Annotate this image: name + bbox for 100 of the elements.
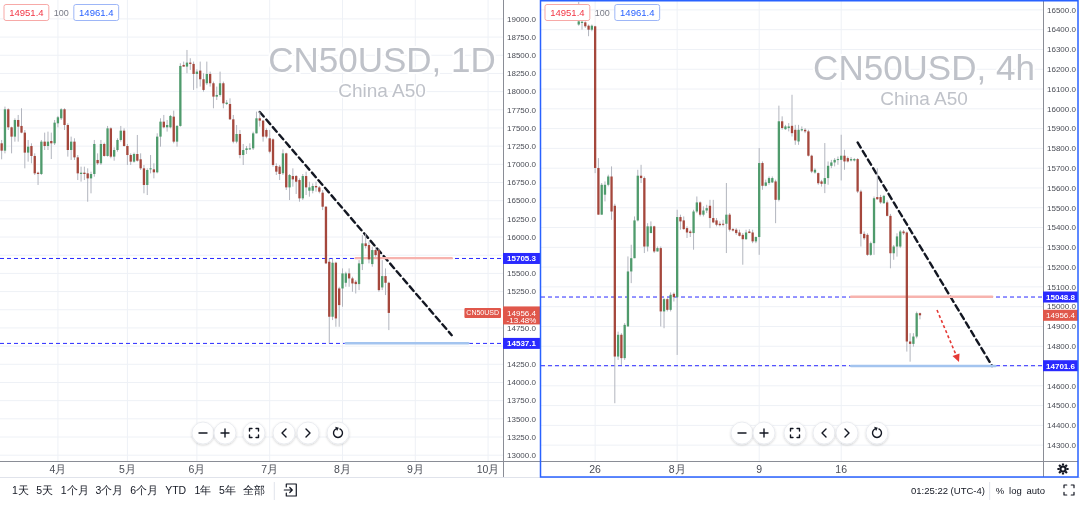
text: 14956.4 <box>507 308 537 318</box>
candlestick <box>725 182 728 254</box>
annotation: 14951.4 <box>9 6 44 18</box>
x-tick-label: 16 <box>835 463 848 475</box>
text: log <box>1009 485 1022 496</box>
candlestick <box>761 160 764 191</box>
x-tick-label: 26 <box>589 463 602 475</box>
candlestick <box>192 61 195 91</box>
annotation: 14961.4 <box>620 6 655 18</box>
y-tick-label: 14900.0 <box>1047 322 1077 332</box>
x-tick-label: 4月 <box>49 463 67 475</box>
y-tick-label: 15600.0 <box>1047 183 1077 193</box>
candlestick <box>895 232 899 258</box>
y-tick-label: 14400.0 <box>1047 421 1077 431</box>
text: China A50 <box>880 88 968 109</box>
y-tick-label: 15200.0 <box>1047 262 1077 272</box>
y-tick-label: 15400.0 <box>1047 223 1077 233</box>
text: 01:25:22 (UTC-4) <box>911 485 985 496</box>
candlestick <box>235 124 238 144</box>
candlestick <box>813 167 817 175</box>
text: -13.48% <box>506 315 537 325</box>
text: 1天 <box>12 484 29 496</box>
y-tick-label: 16500.0 <box>507 196 537 206</box>
y-tick-label: 14600.0 <box>1047 381 1077 391</box>
annotation: 100 <box>53 7 69 18</box>
candlestick <box>669 291 672 312</box>
y-tick-label: 15500.0 <box>1047 203 1077 213</box>
candlestick <box>797 124 800 146</box>
text: auto <box>1026 485 1045 496</box>
y-tick-label: 16100.0 <box>1047 84 1077 94</box>
text: 5天 <box>36 484 54 496</box>
y-tick-label: 15250.0 <box>507 287 537 297</box>
candlestick <box>298 177 301 203</box>
y-tick-label: 18750.0 <box>507 32 537 42</box>
y-tick-label: 16250.0 <box>507 214 537 224</box>
annotation: 100 <box>594 7 610 18</box>
text: 1个月 <box>60 484 89 496</box>
ref-line-label: 15048.8 <box>1046 292 1076 302</box>
candlestick <box>866 232 869 257</box>
candlestick <box>774 179 777 224</box>
text: CN50USD, 4h <box>813 48 1035 87</box>
y-tick-label: 17750.0 <box>507 105 537 115</box>
text: 14956.4 <box>1046 311 1076 320</box>
y-tick-label: 15500.0 <box>507 269 537 279</box>
candlestick <box>83 166 86 181</box>
y-tick-label: 14800.0 <box>1047 342 1077 352</box>
annotation: 14951.4 <box>550 6 585 18</box>
candlestick <box>646 222 649 252</box>
y-tick-label: 16000.0 <box>507 232 537 242</box>
y-tick-label: 18250.0 <box>507 69 537 79</box>
annotation: 14961.4 <box>79 6 114 18</box>
y-tick-label: 17500.0 <box>507 123 537 133</box>
y-tick-label: 13000.0 <box>507 450 537 460</box>
y-tick-label: 14250.0 <box>507 360 537 370</box>
x-tick-label: 8月 <box>668 463 686 475</box>
text: % <box>995 485 1005 496</box>
y-tick-label: 13250.0 <box>507 432 537 442</box>
y-tick-label: 13750.0 <box>507 396 537 406</box>
y-tick-label: 17000.0 <box>507 160 537 170</box>
x-tick-label: 5月 <box>118 463 136 475</box>
y-tick-label: 14300.0 <box>1047 440 1077 450</box>
text: China A50 <box>338 80 426 101</box>
ref-line-label: 15705.3 <box>507 254 537 264</box>
candlestick <box>0 139 3 160</box>
y-tick-label: 16500.0 <box>1047 5 1077 15</box>
x-tick-label: 9 <box>756 463 763 475</box>
text: 全部 <box>243 484 266 496</box>
text: CN50USD, 1D <box>268 40 496 79</box>
y-tick-label: 15100.0 <box>1047 282 1077 292</box>
ref-line-label: 14701.6 <box>1046 361 1076 371</box>
candlestick <box>17 114 20 143</box>
y-tick-label: 15900.0 <box>1047 124 1077 134</box>
x-tick-label: 10月 <box>476 463 500 475</box>
y-tick-label: 18500.0 <box>507 51 537 61</box>
y-tick-label: 13500.0 <box>507 414 537 424</box>
y-tick-label: 18000.0 <box>507 87 537 97</box>
y-tick-label: 16750.0 <box>507 178 537 188</box>
y-tick-label: 17250.0 <box>507 141 537 151</box>
text: 5年 <box>218 484 236 496</box>
x-tick-label: 7月 <box>261 463 279 475</box>
x-tick-label: 8月 <box>334 463 351 475</box>
y-tick-label: 14750.0 <box>507 323 537 333</box>
y-tick-label: 15300.0 <box>1047 243 1077 253</box>
y-tick-label: 16300.0 <box>1047 45 1077 55</box>
text: 3个月 <box>95 484 124 496</box>
y-tick-label: 16400.0 <box>1047 25 1077 35</box>
candlestick <box>620 332 623 366</box>
y-tick-label: 14500.0 <box>1047 401 1077 411</box>
text: 6个月 <box>130 484 159 496</box>
y-tick-label: 14000.0 <box>507 378 537 388</box>
text: YTD <box>165 484 187 496</box>
y-tick-label: 19000.0 <box>507 14 537 24</box>
ref-line-label: 14537.1 <box>507 339 537 349</box>
x-tick-label: 6月 <box>188 463 206 475</box>
y-tick-label: 16000.0 <box>1047 104 1077 114</box>
y-tick-label: 15800.0 <box>1047 144 1077 154</box>
y-tick-label: 16200.0 <box>1047 65 1077 75</box>
x-tick-label: 9月 <box>406 463 424 475</box>
text: 1年 <box>194 484 212 496</box>
y-tick-label: 15000.0 <box>1047 302 1077 312</box>
